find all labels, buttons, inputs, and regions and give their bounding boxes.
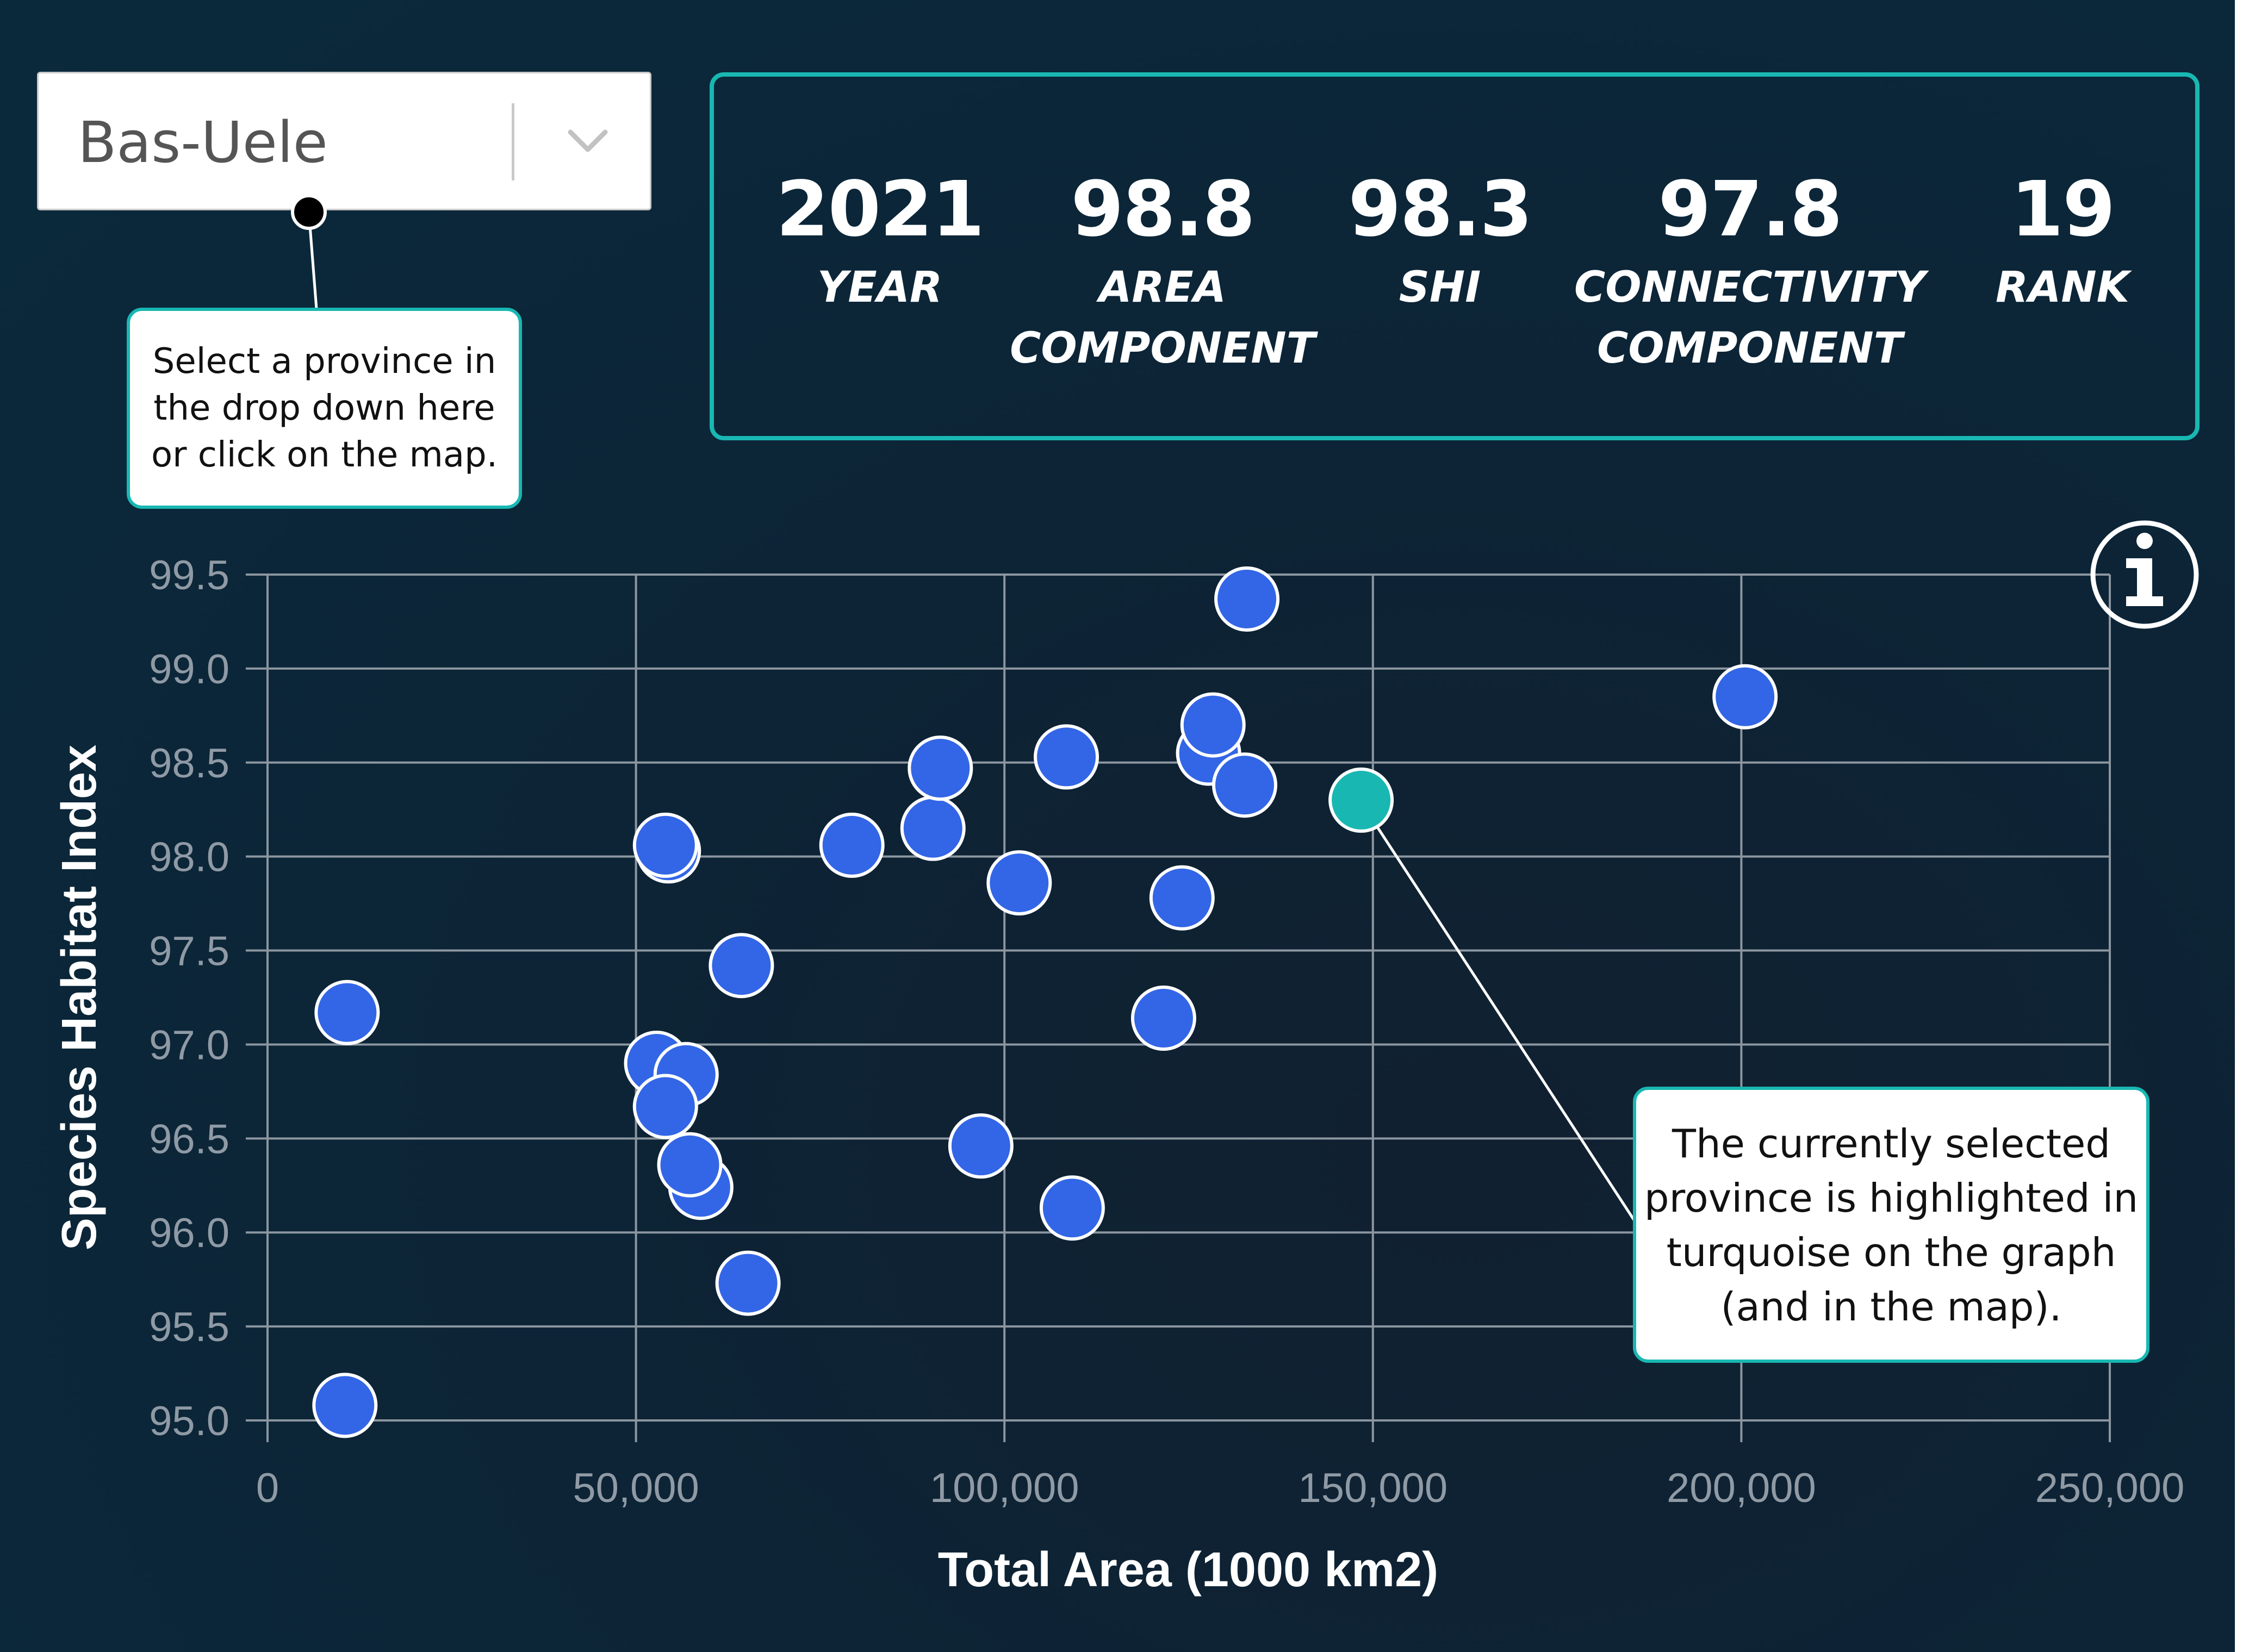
data-point xyxy=(819,812,885,878)
x-axis-title: Total Area (1000 km2) xyxy=(938,1543,1438,1597)
data-point xyxy=(1214,566,1280,632)
data-point xyxy=(1712,664,1778,730)
stat-label-line: COMPONENT xyxy=(1010,324,1315,373)
data-point xyxy=(1039,1175,1105,1241)
stat-label: AREA COMPONENT xyxy=(994,257,1331,379)
selected-point-connector xyxy=(1359,800,1638,1225)
data-point xyxy=(632,812,698,878)
callout-line: (and in the map). xyxy=(1720,1284,2062,1330)
data-point xyxy=(900,795,966,861)
chevron-down-icon[interactable] xyxy=(561,73,615,212)
y-axis-title: Species Habitat Index xyxy=(52,745,107,1250)
y-tick-label: 95.5 xyxy=(149,1304,229,1350)
callout-line: Select a province in xyxy=(152,341,496,382)
stat-value: 19 xyxy=(2010,165,2116,254)
highlight-hint-callout: The currently selected province is highl… xyxy=(1633,1087,2149,1363)
x-tick-label: 150,000 xyxy=(1298,1465,1447,1511)
right-edge-strip xyxy=(2235,0,2249,1652)
y-tick-label: 99.5 xyxy=(149,552,229,599)
stat-year: 2021 YEAR xyxy=(763,169,997,318)
y-tick-label: 97.0 xyxy=(149,1022,229,1068)
dropdown-hint-callout: Select a province in the drop down here … xyxy=(127,308,522,509)
stat-value: 98.3 xyxy=(1348,165,1532,254)
data-point xyxy=(948,1113,1014,1179)
data-point xyxy=(986,850,1052,916)
stat-label: CONNECTIVITY COMPONENT xyxy=(1560,257,1940,379)
stat-label: SHI xyxy=(1399,263,1481,312)
stat-area-component: 98.8 AREA COMPONENT xyxy=(994,169,1331,379)
stats-panel: 2021 YEAR 98.8 AREA COMPONENT 98.3 SHI 9… xyxy=(710,72,2200,440)
selected-data-point xyxy=(1328,767,1394,833)
dropdown-callout-anchor-dot xyxy=(291,194,327,230)
data-point xyxy=(908,735,973,801)
data-point xyxy=(1149,865,1215,931)
y-tick-label: 98.5 xyxy=(149,740,229,787)
y-tick-label: 96.5 xyxy=(149,1116,229,1162)
x-tick-label: 200,000 xyxy=(1667,1465,1816,1511)
data-point xyxy=(312,1373,378,1438)
data-point xyxy=(1180,692,1246,758)
data-point xyxy=(1130,986,1196,1051)
data-point xyxy=(715,1250,781,1316)
data-point xyxy=(1034,724,1099,790)
callout-line: The currently selected xyxy=(1672,1121,2110,1167)
data-point xyxy=(709,933,774,999)
stat-label: RANK xyxy=(1995,263,2130,312)
chart-ticks: 95.0 95.5 96.0 96.5 97.0 97.5 98.0 98.5 99.0 99.5… xyxy=(149,552,2184,1511)
callout-line: turquoise on the graph xyxy=(1666,1230,2116,1275)
y-tick-label: 99.0 xyxy=(149,646,229,693)
x-tick-label: 250,000 xyxy=(2035,1465,2185,1511)
stat-label-line: COMPONENT xyxy=(1597,324,1903,373)
province-dropdown-value: Bas-Uele xyxy=(78,109,328,176)
data-point xyxy=(314,980,380,1045)
scatter-points xyxy=(312,566,1778,1438)
stat-connectivity-component: 97.8 CONNECTIVITY COMPONENT xyxy=(1560,169,1940,379)
y-tick-label: 95.0 xyxy=(149,1398,229,1444)
data-point xyxy=(657,1132,723,1198)
stat-label-line: AREA xyxy=(1098,263,1227,312)
stat-shi: 98.3 SHI xyxy=(1337,169,1543,318)
stat-value: 98.8 xyxy=(1071,165,1255,254)
callout-line: the drop down here xyxy=(153,388,495,428)
data-point xyxy=(632,1074,698,1139)
stat-label-line: CONNECTIVITY xyxy=(1574,263,1925,312)
stat-rank: 19 RANK xyxy=(1959,169,2166,318)
stat-value: 97.8 xyxy=(1658,165,1842,254)
info-icon[interactable] xyxy=(2090,520,2199,629)
data-point xyxy=(1212,752,1277,818)
y-tick-label: 97.5 xyxy=(149,928,229,975)
dropdown-separator xyxy=(512,103,514,180)
x-tick-label: 50,000 xyxy=(573,1465,699,1511)
stat-label: YEAR xyxy=(817,263,943,312)
stat-value: 2021 xyxy=(776,165,985,254)
callout-line: province is highlighted in xyxy=(1644,1175,2139,1221)
x-tick-label: 0 xyxy=(256,1465,279,1511)
province-dropdown[interactable]: Bas-Uele xyxy=(37,72,651,210)
y-tick-label: 96.0 xyxy=(149,1210,229,1256)
x-tick-label: 100,000 xyxy=(930,1465,1079,1511)
callout-line: or click on the map. xyxy=(151,435,498,475)
y-tick-label: 98.0 xyxy=(149,834,229,881)
